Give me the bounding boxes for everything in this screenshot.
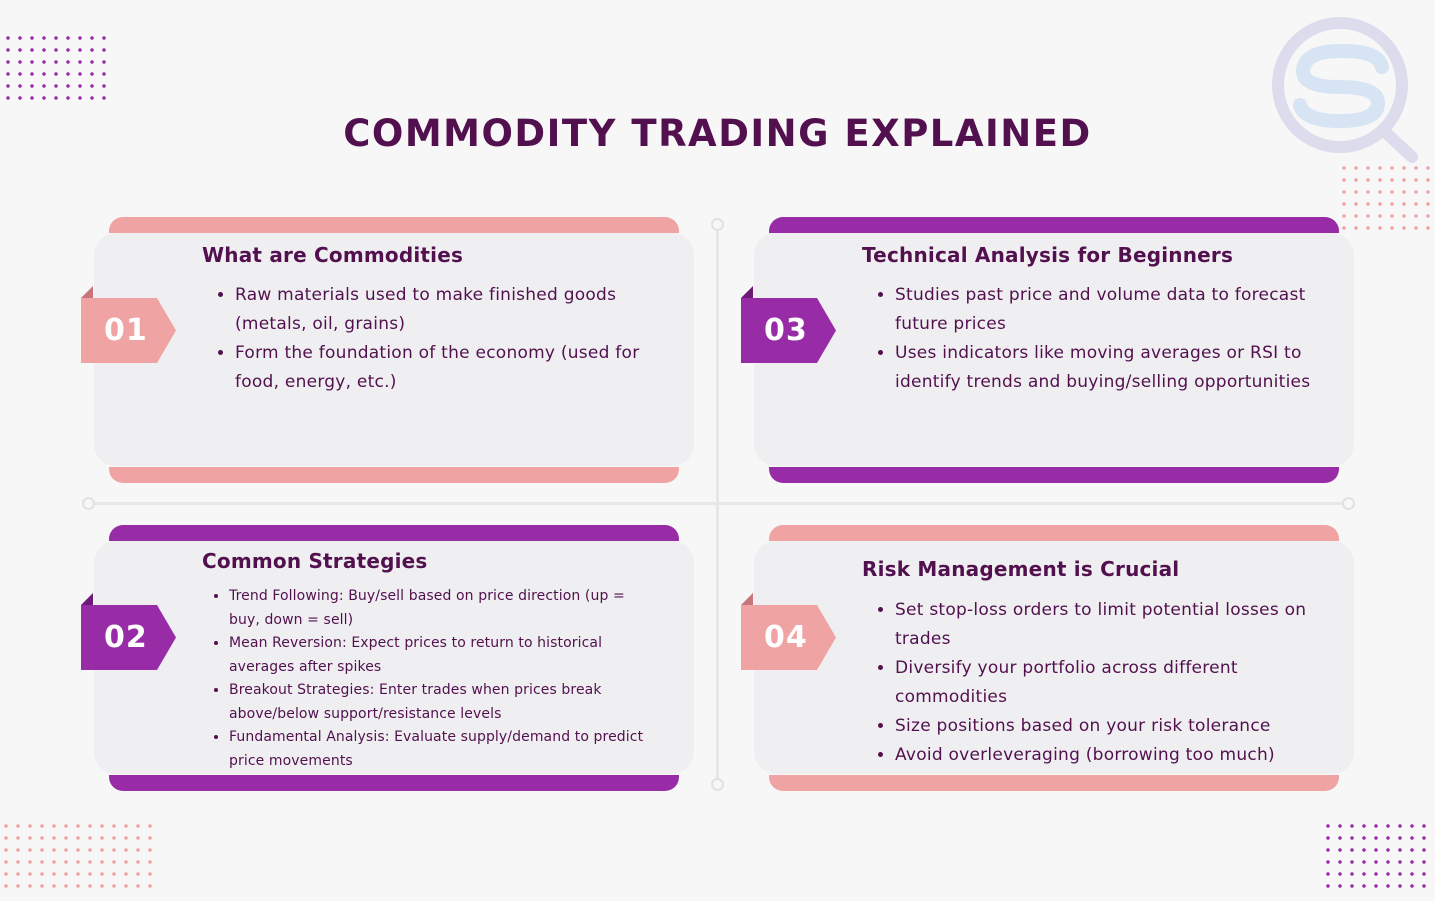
card-technical-analysis: Technical Analysis for Beginners Studies… bbox=[754, 233, 1354, 466]
card-04-heading: Risk Management is Crucial bbox=[862, 557, 1180, 581]
card-02-bottom-band bbox=[109, 775, 679, 791]
badge-02: 02 bbox=[81, 605, 176, 670]
list-item: Breakout Strategies: Enter trades when p… bbox=[229, 679, 659, 726]
list-item: Raw materials used to make finished good… bbox=[235, 281, 655, 339]
card-03-heading: Technical Analysis for Beginners bbox=[862, 243, 1234, 267]
list-item: Fundamental Analysis: Evaluate supply/de… bbox=[229, 726, 659, 773]
list-item: Uses indicators like moving averages or … bbox=[895, 339, 1335, 397]
badge-01-fold bbox=[81, 286, 93, 298]
vertical-divider bbox=[716, 225, 719, 785]
divider-node-right bbox=[1342, 497, 1355, 510]
divider-node-top bbox=[711, 218, 724, 231]
card-04-bullets: Set stop-loss orders to limit potential … bbox=[862, 596, 1335, 770]
horizontal-divider bbox=[88, 502, 1350, 505]
page-title: COMMODITY TRADING EXPLAINED bbox=[343, 112, 1092, 155]
card-03-top-band bbox=[769, 217, 1339, 233]
card-02-heading: Common Strategies bbox=[202, 549, 428, 573]
card-01-bottom-band bbox=[109, 467, 679, 483]
card-03-bottom-band bbox=[769, 467, 1339, 483]
badge-04: 04 bbox=[741, 605, 836, 670]
list-item: Form the foundation of the economy (used… bbox=[235, 339, 655, 397]
badge-03: 03 bbox=[741, 298, 836, 363]
divider-node-bottom bbox=[711, 778, 724, 791]
card-risk-management: Risk Management is Crucial Set stop-loss… bbox=[754, 541, 1354, 774]
card-03-bullets: Studies past price and volume data to fo… bbox=[862, 281, 1335, 397]
list-item: Avoid overleveraging (borrowing too much… bbox=[895, 741, 1335, 770]
badge-01: 01 bbox=[81, 298, 176, 363]
list-item: Size positions based on your risk tolera… bbox=[895, 712, 1335, 741]
card-04-top-band bbox=[769, 525, 1339, 541]
search-s-logo-icon bbox=[1272, 17, 1418, 163]
list-item: Studies past price and volume data to fo… bbox=[895, 281, 1335, 339]
dot-grid-top-right bbox=[1338, 162, 1430, 230]
list-item: Trend Following: Buy/sell based on price… bbox=[229, 585, 659, 632]
list-item: Diversify your portfolio across differen… bbox=[895, 654, 1335, 712]
card-01-heading: What are Commodities bbox=[202, 243, 464, 267]
dot-grid-bottom-right bbox=[1322, 820, 1432, 888]
list-item: Set stop-loss orders to limit potential … bbox=[895, 596, 1335, 654]
card-01-top-band bbox=[109, 217, 679, 233]
card-04-bottom-band bbox=[769, 775, 1339, 791]
card-common-strategies: Common Strategies Trend Following: Buy/s… bbox=[94, 541, 694, 774]
badge-02-fold bbox=[81, 593, 93, 605]
list-item: Mean Reversion: Expect prices to return … bbox=[229, 632, 659, 679]
badge-04-fold bbox=[741, 593, 753, 605]
divider-node-left bbox=[82, 497, 95, 510]
card-what-are-commodities: What are Commodities Raw materials used … bbox=[94, 233, 694, 466]
dot-grid-top-left bbox=[2, 32, 106, 100]
dot-grid-bottom-left bbox=[0, 820, 158, 888]
card-02-bullets: Trend Following: Buy/sell based on price… bbox=[202, 585, 659, 773]
badge-03-fold bbox=[741, 286, 753, 298]
card-01-bullets: Raw materials used to make finished good… bbox=[202, 281, 655, 397]
card-02-top-band bbox=[109, 525, 679, 541]
